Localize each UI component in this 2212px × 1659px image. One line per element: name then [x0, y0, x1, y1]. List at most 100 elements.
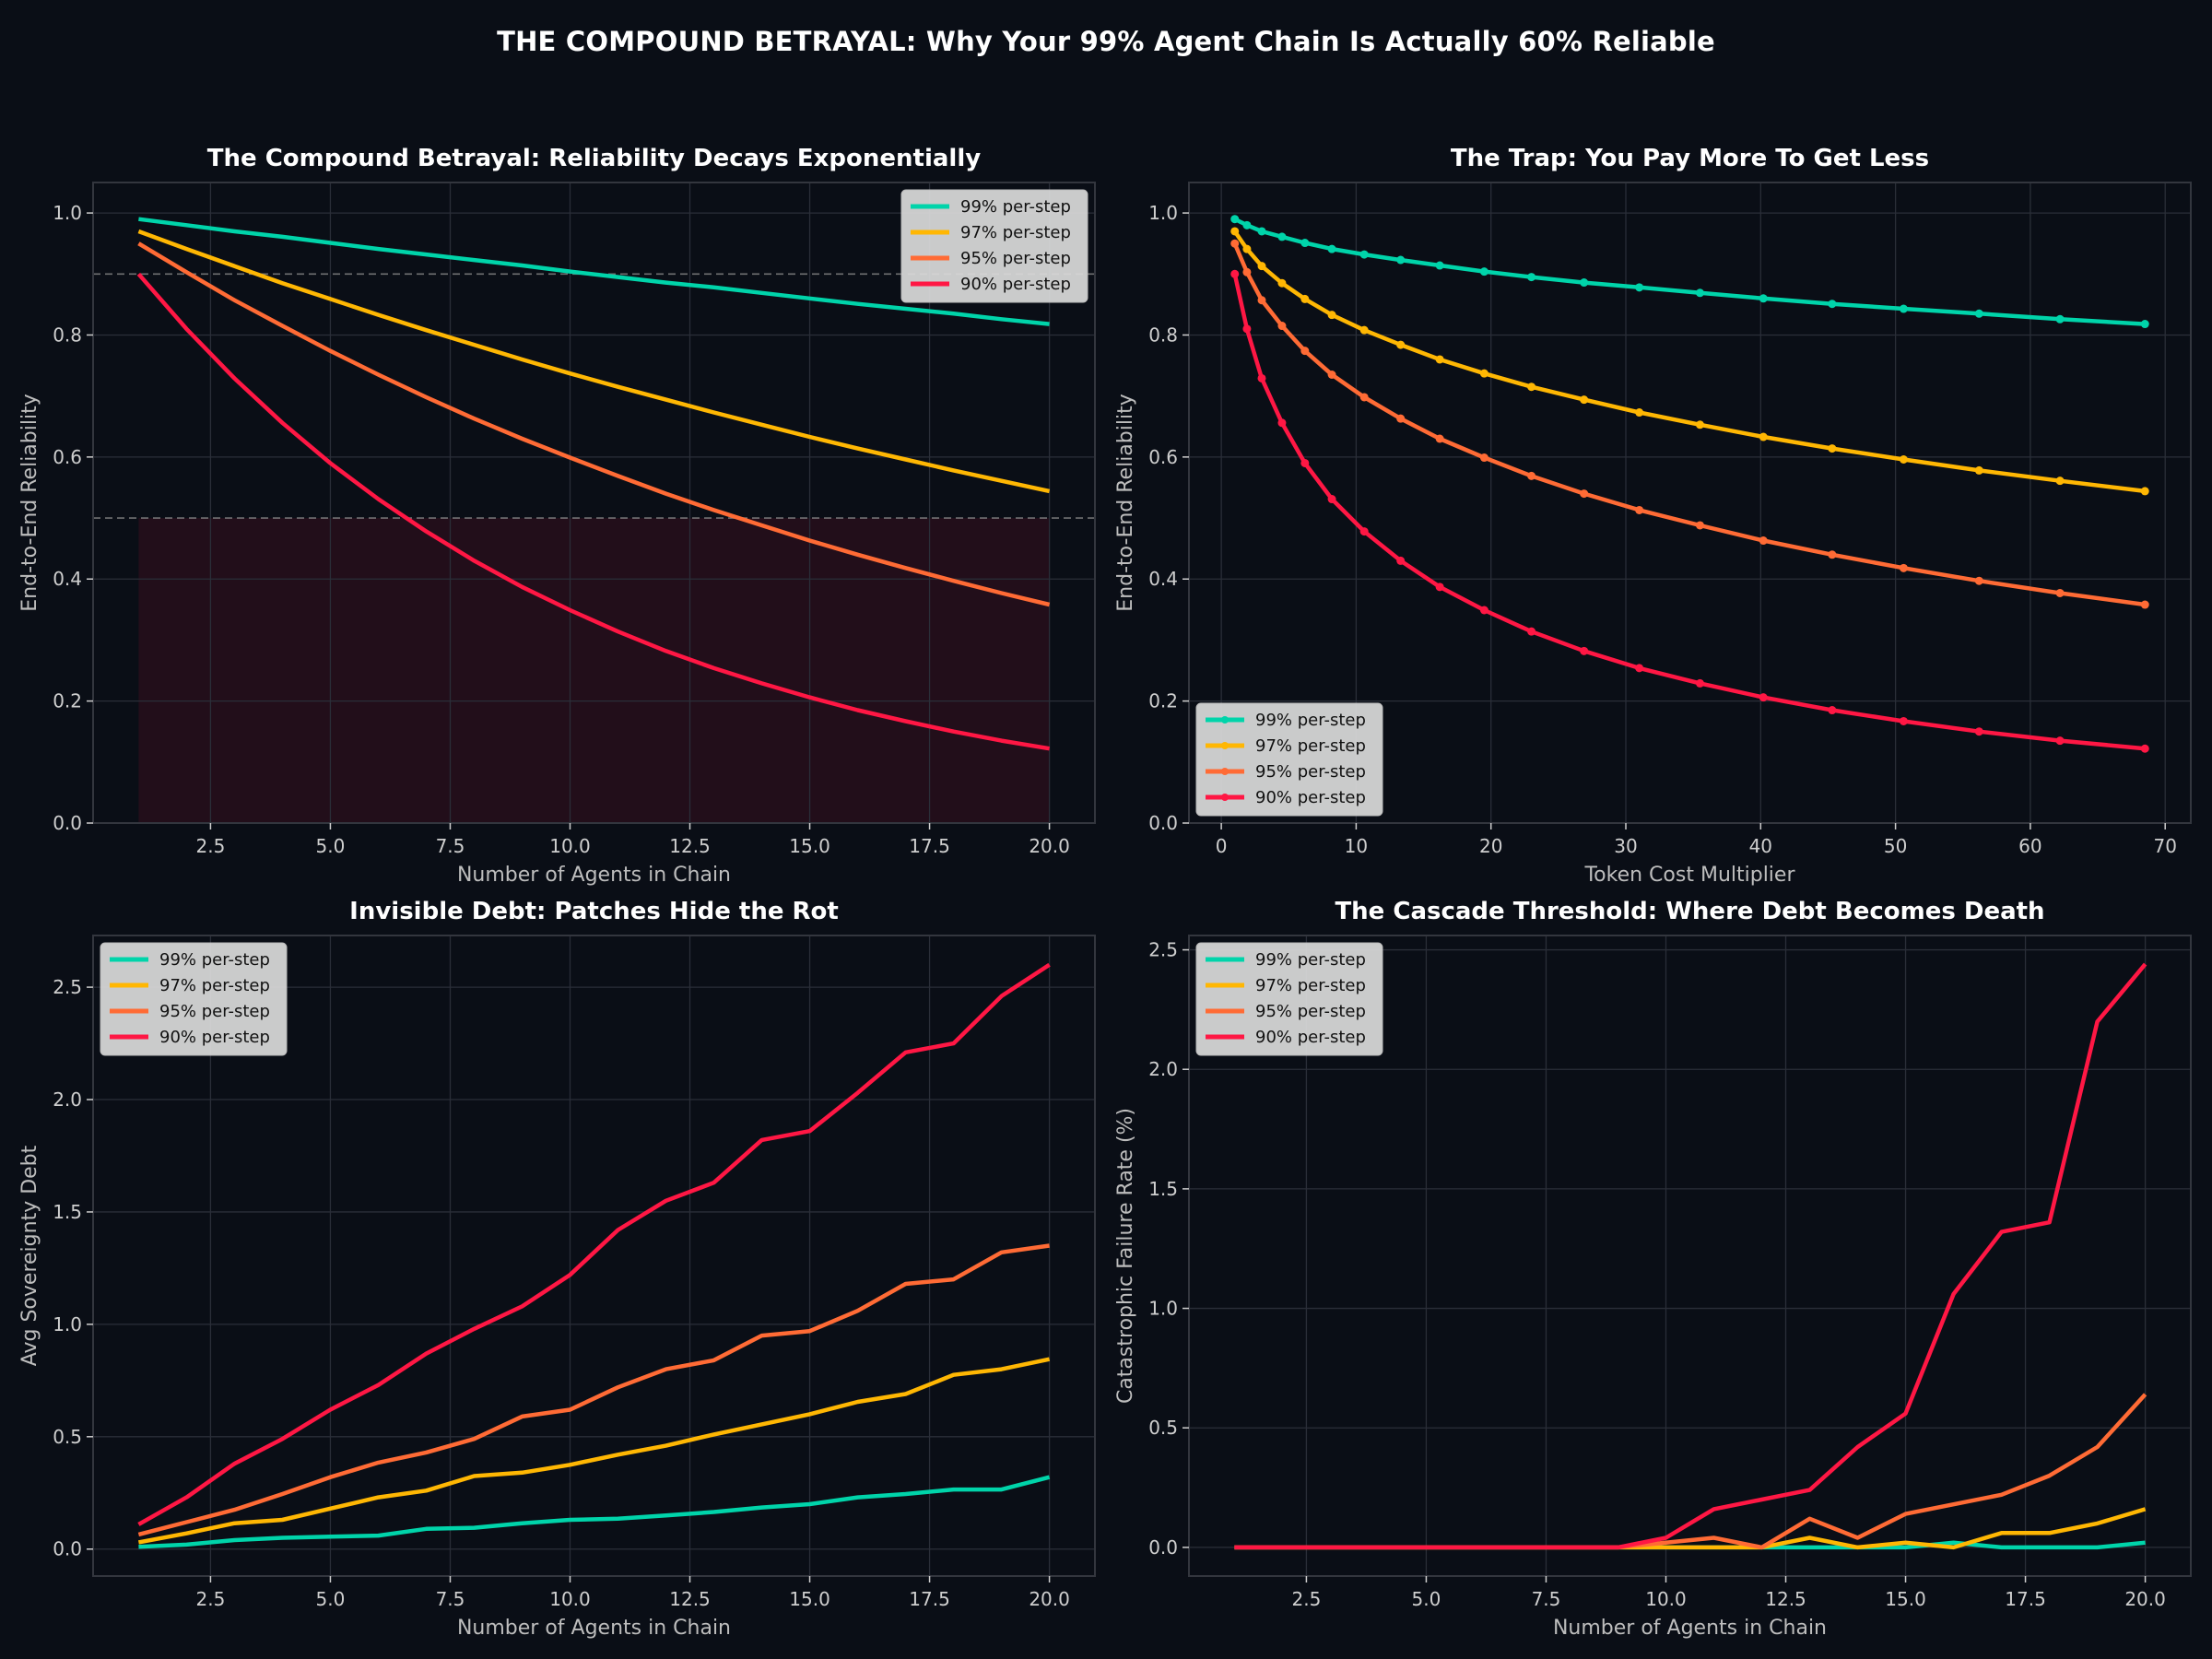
x-tick-label: 20.0 [1029, 1588, 1070, 1610]
legend-label: 99% per-step [1255, 950, 1366, 970]
series-line-99pct [138, 1475, 1051, 1549]
data-point [1580, 278, 1589, 288]
danger-zone-shading [138, 518, 1050, 823]
x-tick-label: 20 [1479, 835, 1502, 857]
legend-label: 97% per-step [159, 976, 270, 995]
legend-label: 95% per-step [159, 1002, 270, 1021]
y-tick-label: 1.5 [1148, 1178, 1178, 1200]
x-tick-label: 12.5 [669, 1588, 711, 1610]
y-tick-label: 0.0 [1148, 812, 1178, 834]
series-line-90pct [136, 272, 1050, 751]
y-tick-label: 0.6 [53, 446, 82, 468]
data-point [1230, 269, 1240, 278]
data-point [1300, 239, 1310, 248]
y-axis-label: End-to-End Reliability [1114, 394, 1137, 611]
x-tick-label: 7.5 [436, 1588, 465, 1610]
data-point [1435, 582, 1444, 592]
axes-frame [92, 182, 1096, 824]
y-tick-label: 1.0 [1148, 202, 1178, 224]
data-point [1230, 227, 1240, 236]
data-point [1899, 304, 1908, 313]
series-line-99pct [1233, 217, 2146, 326]
data-point [1327, 495, 1336, 504]
series-line-90pct [1234, 962, 2147, 1550]
x-tick-label: 10.0 [549, 1588, 591, 1610]
y-axis-label: Catastrophic Failure Rate (%) [1114, 1108, 1137, 1404]
data-point [2055, 588, 2065, 597]
data-point [1527, 471, 1536, 480]
data-point [1635, 408, 1644, 418]
data-point [1359, 393, 1369, 402]
data-point [1899, 563, 1908, 572]
y-tick-label: 0.8 [1148, 324, 1178, 346]
data-point [1759, 536, 1768, 546]
trap-panel: The Trap: You Pay More To Get Less 0 10 20 3… [1114, 145, 2192, 887]
data-point [2055, 736, 2065, 746]
data-point [1257, 262, 1266, 271]
axes-frame [1188, 182, 2192, 824]
legend-label: 97% per-step [1255, 976, 1366, 995]
y-tick-label: 2.0 [1148, 1058, 1178, 1080]
data-point [1300, 347, 1310, 356]
legend-label: 97% per-step [1255, 736, 1366, 756]
data-point [1635, 283, 1644, 292]
legend-marker [1221, 716, 1229, 724]
data-point [1327, 311, 1336, 320]
series-line-95pct [137, 241, 1051, 607]
x-tick-label: 5.0 [316, 1588, 346, 1610]
data-point [2055, 477, 2065, 486]
x-tick-label: 17.5 [909, 835, 950, 857]
x-tick-label: 15.0 [789, 835, 830, 857]
data-point [2140, 744, 2149, 753]
data-point [1759, 294, 1768, 303]
data-point [1974, 576, 1983, 585]
data-point [1277, 278, 1287, 288]
data-point [1759, 693, 1768, 702]
data-point [1635, 664, 1644, 673]
data-point [1899, 455, 1908, 465]
x-tick-label: 17.5 [909, 1588, 950, 1610]
x-tick-label: 15.0 [789, 1588, 830, 1610]
legend-label: 90% per-step [1255, 788, 1366, 807]
y-tick-label: 1.5 [53, 1201, 82, 1223]
y-tick-label: 0.2 [53, 690, 82, 712]
y-tick-label: 0.4 [53, 568, 82, 590]
data-point [1435, 355, 1444, 364]
data-point [1300, 294, 1310, 303]
data-point [1396, 414, 1406, 423]
data-point [1396, 255, 1406, 265]
legend-box [100, 942, 288, 1056]
data-point [1527, 273, 1536, 282]
x-tick-label: 20.0 [1029, 835, 1070, 857]
data-point [1257, 296, 1266, 305]
data-point [1242, 324, 1252, 334]
chart-title: The Compound Betrayal: Reliability Decay… [207, 145, 981, 172]
data-point [1396, 340, 1406, 349]
data-point [1396, 556, 1406, 565]
data-point [1435, 261, 1444, 270]
x-tick-label: 12.5 [1765, 1588, 1806, 1610]
chart-title: The Trap: You Pay More To Get Less [1451, 145, 1929, 172]
y-tick-label: 0.8 [53, 324, 82, 346]
x-tick-label: 5.0 [1412, 1588, 1441, 1610]
x-tick-label: 7.5 [1532, 1588, 1561, 1610]
data-point [1230, 215, 1240, 224]
legend-label: 97% per-step [960, 223, 1071, 242]
series-line-95pct [1232, 242, 2146, 607]
series-line-99pct [138, 217, 1050, 326]
chart-title: Invisible Debt: Patches Hide the Rot [349, 898, 839, 925]
x-tick-label: 15.0 [1885, 1588, 1926, 1610]
y-tick-label: 2.5 [53, 976, 82, 998]
figure-title: THE COMPOUND BETRAYAL: Why Your 99% Agen… [497, 26, 1715, 57]
data-point [1974, 465, 1983, 475]
legend-label: 90% per-step [960, 275, 1071, 294]
legend-box [900, 189, 1088, 303]
x-tick-label: 50 [1884, 835, 1907, 857]
series-line-90pct [137, 962, 1051, 1526]
x-axis-label: Number of Agents in Chain [1553, 1617, 1827, 1640]
y-tick-label: 0.5 [53, 1426, 82, 1448]
legend: 99% per-step 97% per-step 95% per-step 90% … [1195, 702, 1383, 817]
data-point [1479, 453, 1488, 463]
series-line-97pct [137, 229, 1051, 494]
